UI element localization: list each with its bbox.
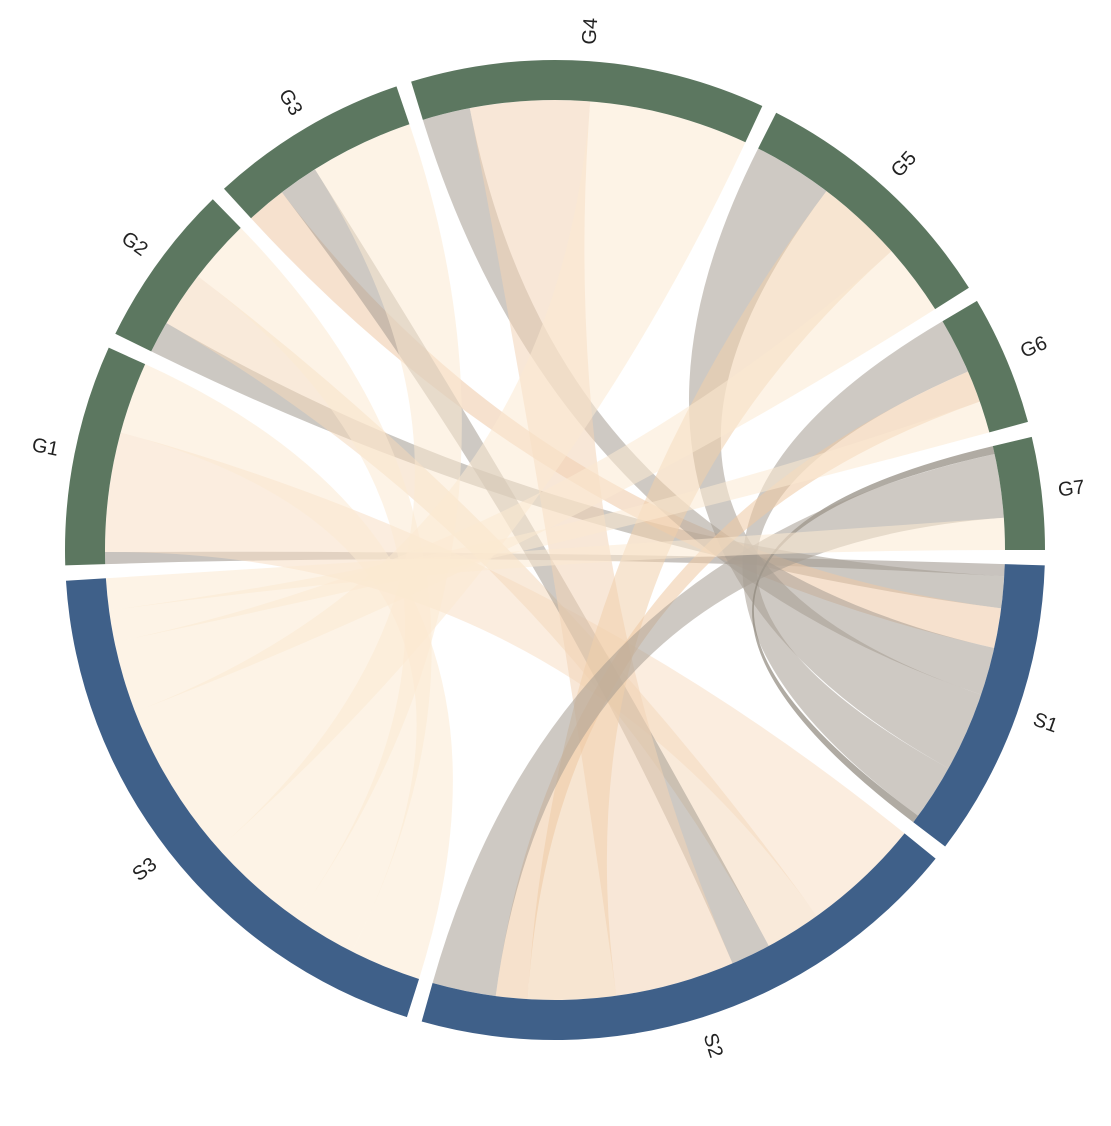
chord-label-s2: S2 <box>699 1030 727 1060</box>
chord-label-g1: G1 <box>30 434 60 461</box>
chord-label-g3: G3 <box>274 85 307 119</box>
chord-label-s1: S1 <box>1030 709 1060 738</box>
chord-label-s3: S3 <box>128 853 161 885</box>
chord-ribbons <box>105 100 1005 1000</box>
chord-label-g4: G4 <box>578 17 602 45</box>
chord-diagram: G7 G6 G5 G4 G3 G2 G1 S3 S2 S1 <box>0 0 1111 1126</box>
chord-label-g2: G2 <box>117 227 152 260</box>
chord-label-g6: G6 <box>1017 332 1050 363</box>
chord-label-g7: G7 <box>1057 476 1086 501</box>
chord-label-g5: G5 <box>887 147 921 182</box>
